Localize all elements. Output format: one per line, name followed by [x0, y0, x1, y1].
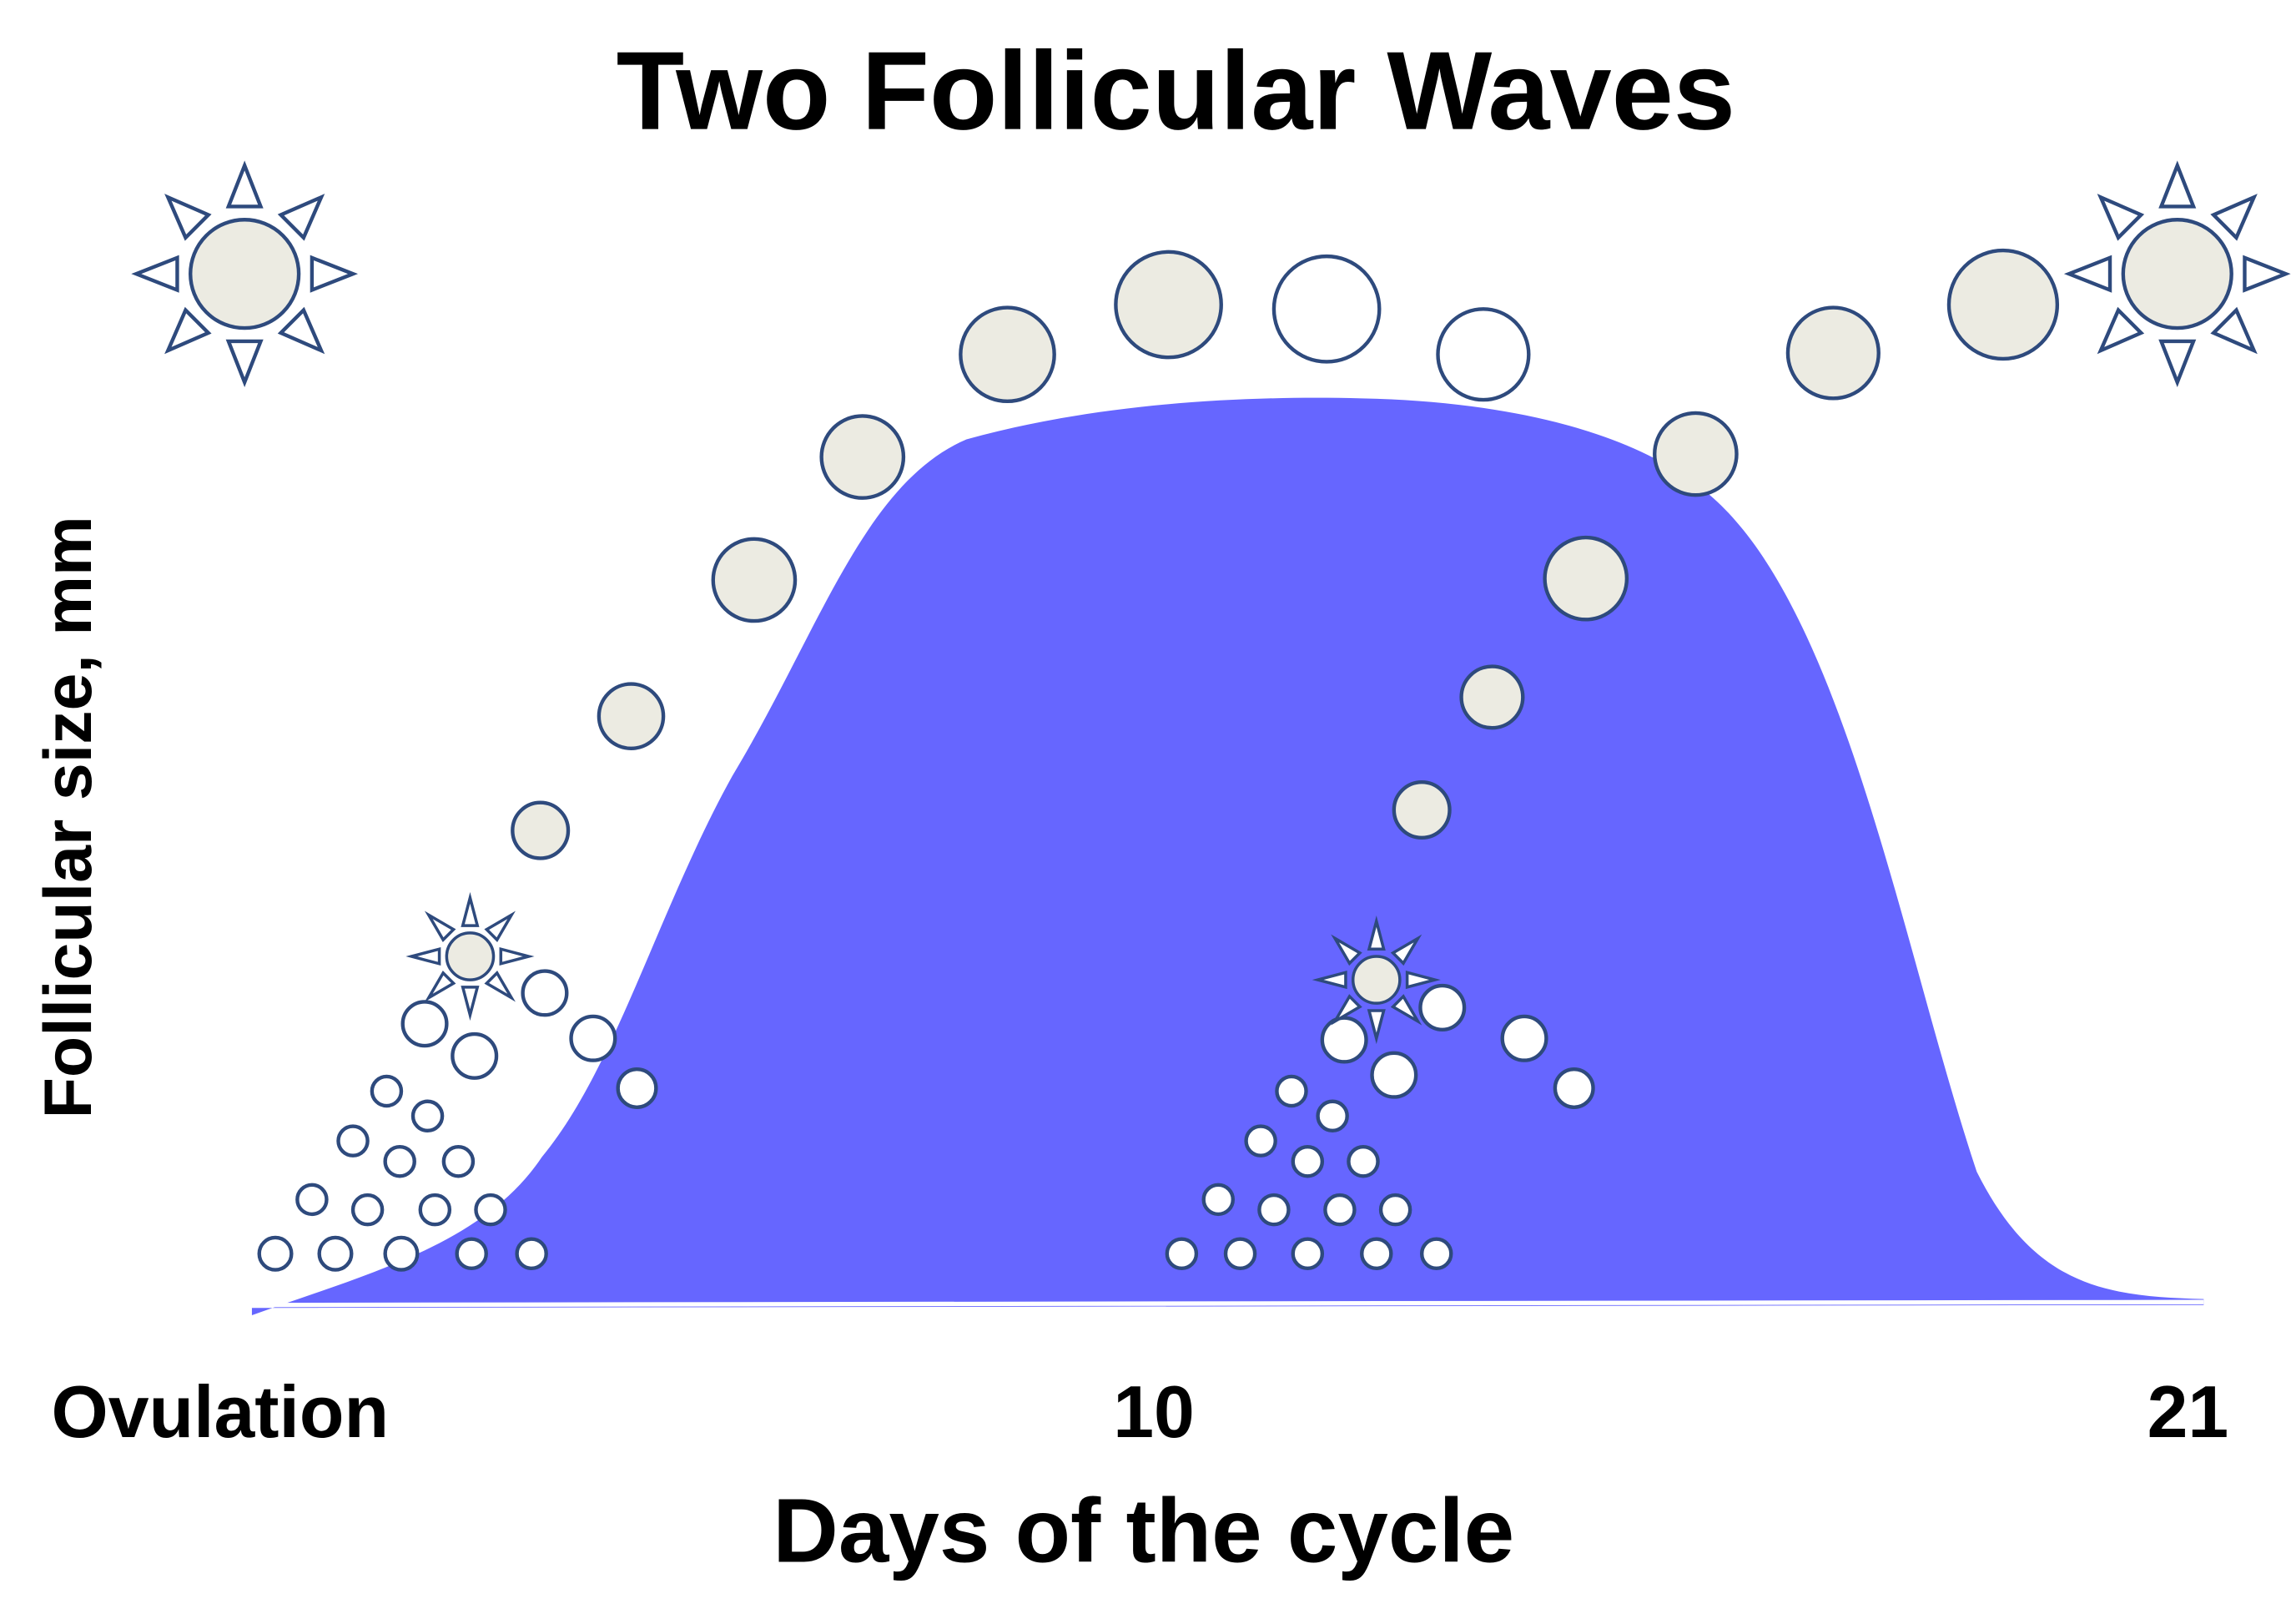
baseline [260, 1299, 2204, 1308]
sun-ray [1367, 1009, 1386, 1045]
sun-ray [131, 255, 179, 293]
follicle [317, 1235, 354, 1272]
follicle [257, 1235, 294, 1272]
follicle [515, 1237, 548, 1271]
follicle [441, 1144, 476, 1178]
hormone-area [251, 397, 2204, 1315]
follicle [1244, 1124, 1277, 1158]
sun-ray [2243, 255, 2291, 293]
follicle [1378, 1193, 1412, 1227]
follicle [1320, 1016, 1368, 1064]
follicle [1553, 1067, 1595, 1109]
follicle [1347, 1144, 1380, 1178]
follicle [1316, 1099, 1349, 1133]
follicle [1165, 1237, 1199, 1271]
sun-ray [225, 160, 264, 209]
follicle [1418, 983, 1467, 1031]
sun-ray [1390, 994, 1422, 1026]
follicle [370, 1074, 404, 1108]
y-axis-label: Follicular size, mm [31, 516, 106, 1118]
x-label: 21 [2147, 1371, 2229, 1453]
follicle [1785, 305, 1881, 401]
sun-ray [1367, 915, 1386, 951]
sun-ray [424, 910, 456, 943]
sun-ray [310, 255, 359, 293]
sun-ray [2158, 160, 2197, 209]
follicle [1653, 411, 1739, 497]
follicles [131, 160, 2291, 1272]
follicle [1543, 535, 1629, 622]
sun-ray [499, 946, 535, 966]
follicle [1291, 1144, 1325, 1178]
sun-ray [2097, 306, 2145, 355]
follicle [410, 1099, 445, 1133]
sun-ray [1405, 971, 1441, 990]
sun-ray [164, 306, 212, 355]
follicle [1360, 1237, 1393, 1271]
sun-ray [2210, 194, 2258, 241]
follicle [1271, 254, 1382, 364]
follicle [597, 682, 666, 750]
follicle [336, 1124, 370, 1158]
follicle [711, 537, 798, 623]
follicle [383, 1235, 420, 1272]
follicle [959, 305, 1056, 404]
follicle [1459, 664, 1525, 730]
follicle [1114, 250, 1223, 360]
sun-ray [1312, 971, 1347, 990]
follicle [418, 1193, 452, 1227]
sun-ray [225, 339, 264, 388]
follicle [521, 969, 569, 1017]
x-axis-title: Days of the cycle [773, 1480, 1514, 1581]
follicle [1500, 1014, 1548, 1062]
follicle [383, 1144, 416, 1178]
sun-ray [2210, 306, 2258, 355]
follicle [1419, 1237, 1453, 1271]
sun-ray [461, 891, 480, 927]
sun-ray [277, 306, 325, 355]
sun-ray [484, 910, 516, 943]
sun-ray [484, 971, 516, 1002]
follicle [1946, 248, 2060, 361]
follicle [451, 1031, 499, 1080]
sun-ray [1331, 934, 1362, 966]
follicle [616, 1067, 658, 1109]
sun-ray [2097, 194, 2145, 241]
sun-ray [424, 971, 456, 1002]
follicle [1370, 1051, 1418, 1099]
follicle [474, 1193, 507, 1227]
sun-ray [461, 986, 480, 1021]
follicle [819, 414, 906, 500]
sun-ray [1390, 934, 1422, 966]
sun-ray [164, 194, 212, 241]
sun-ray [1331, 994, 1362, 1026]
follicle [1275, 1074, 1308, 1108]
follicle [1223, 1237, 1257, 1271]
sun-ray [2158, 339, 2197, 388]
follicle [2121, 218, 2233, 330]
title: Two Follicular Waves [617, 29, 1735, 154]
sun-ray [405, 946, 441, 966]
follicle [1257, 1193, 1291, 1227]
follicle [445, 931, 496, 981]
follicle [511, 800, 571, 860]
x-label: Ovulation [52, 1371, 390, 1453]
follicle [295, 1183, 329, 1217]
follicle [1201, 1183, 1235, 1217]
sun-ray [2063, 255, 2112, 293]
sun-ray [277, 194, 325, 241]
follicle [1351, 955, 1402, 1005]
follicle [1436, 307, 1531, 402]
x-label: 10 [1113, 1371, 1195, 1453]
follicle [1323, 1193, 1357, 1227]
follicle [455, 1237, 488, 1271]
follicle [1291, 1237, 1325, 1271]
follicle [189, 218, 301, 330]
follicle [400, 1000, 449, 1048]
follicle [1392, 779, 1452, 840]
follicle [569, 1014, 617, 1062]
follicle [350, 1193, 385, 1227]
